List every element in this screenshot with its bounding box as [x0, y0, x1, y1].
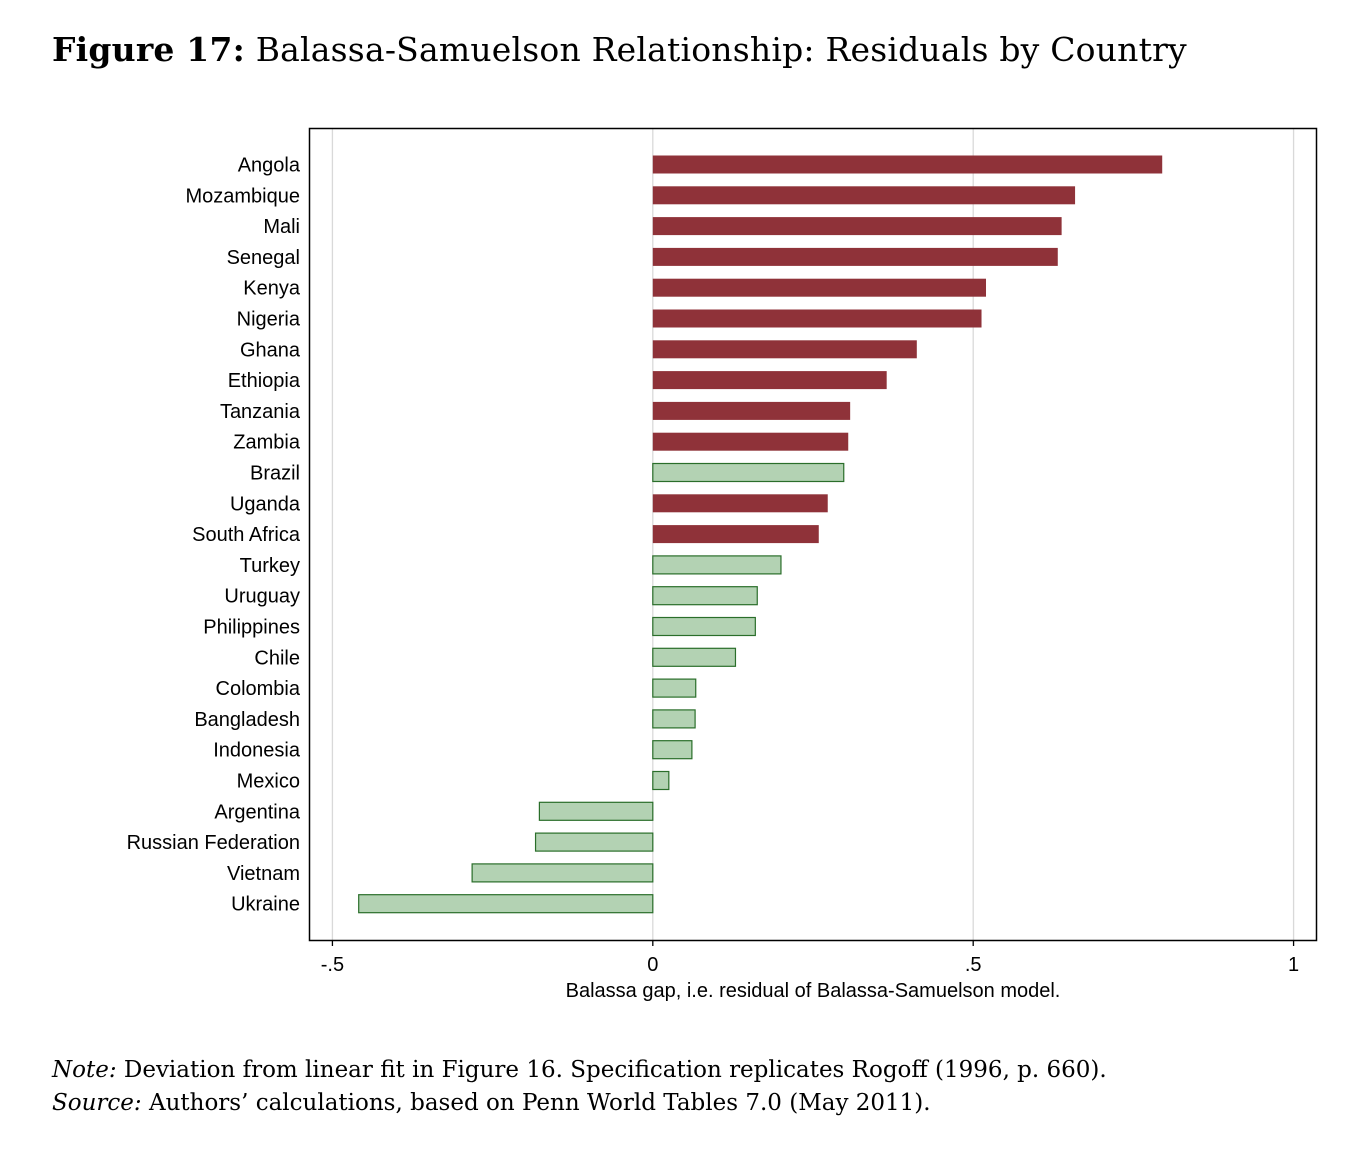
- category-label: South Africa: [192, 524, 301, 546]
- figure-title: Figure 17: Balassa-Samuelson Relationshi…: [52, 30, 1187, 69]
- bar-senegal: [652, 247, 1058, 266]
- bar-vietnam: [471, 863, 654, 883]
- category-label: Nigeria: [237, 309, 301, 331]
- bar-argentina: [538, 801, 654, 821]
- bar-turkey: [652, 555, 782, 575]
- bar-brazil: [652, 462, 845, 483]
- category-label: Tanzania: [220, 401, 301, 423]
- bars: [358, 155, 1163, 914]
- category-label: Ghana: [240, 339, 301, 361]
- source-label: Source:: [52, 1090, 142, 1116]
- bar-ghana: [652, 340, 917, 359]
- bar-kenya: [652, 278, 987, 297]
- bar-russian-federation: [534, 832, 654, 852]
- category-label: Mali: [263, 216, 300, 238]
- category-label: Bangladesh: [194, 709, 300, 731]
- category-label: Mexico: [237, 771, 300, 793]
- bar-bangladesh: [652, 709, 696, 729]
- category-label: Philippines: [203, 617, 300, 639]
- category-label: Uganda: [230, 493, 301, 515]
- category-label: Ethiopia: [228, 370, 301, 392]
- bar-mali: [652, 217, 1062, 236]
- category-label: Kenya: [243, 278, 301, 300]
- source: Source: Authors’ calculations, based on …: [52, 1090, 931, 1116]
- category-label: Angola: [238, 155, 301, 177]
- bar-philippines: [652, 616, 756, 637]
- bar-nigeria: [652, 309, 982, 328]
- figure-title-text: Balassa-Samuelson Relationship: Residual…: [255, 30, 1187, 69]
- bar-uruguay: [652, 586, 758, 606]
- bar-south-africa: [652, 525, 819, 544]
- bar-indonesia: [652, 740, 693, 760]
- category-label: Vietnam: [227, 863, 300, 885]
- category-label: Turkey: [240, 555, 300, 577]
- bar-chile: [652, 647, 737, 667]
- note-text: Deviation from linear fit in Figure 16. …: [123, 1057, 1107, 1083]
- note-label: Note:: [52, 1057, 117, 1083]
- x-tick-label: .5: [965, 954, 982, 976]
- bar-zambia: [652, 432, 849, 451]
- bar-ukraine: [358, 894, 654, 914]
- bar-angola: [652, 155, 1163, 174]
- category-label: Colombia: [216, 678, 301, 700]
- x-tick-label: 0: [647, 954, 658, 976]
- x-axis-title: Balassa gap, i.e. residual of Balassa-Sa…: [566, 980, 1061, 1002]
- x-axis: -.5 0 .5 1: [321, 940, 1299, 976]
- category-label: Uruguay: [224, 586, 300, 608]
- bar-mozambique: [652, 186, 1076, 205]
- bar-uganda: [652, 494, 828, 513]
- category-label: Argentina: [214, 801, 300, 823]
- category-label: Mozambique: [185, 185, 300, 207]
- bar-mexico: [652, 770, 670, 791]
- category-label: Indonesia: [213, 740, 301, 762]
- source-text: Authors’ calculations, based on Penn Wor…: [148, 1090, 931, 1116]
- category-label: Russian Federation: [127, 832, 300, 854]
- figure-label: Figure 17:: [52, 30, 246, 69]
- category-label: Senegal: [227, 247, 300, 269]
- category-label: Brazil: [250, 463, 300, 485]
- category-label: Zambia: [233, 432, 301, 454]
- x-tick-label: 1: [1288, 954, 1299, 976]
- note: Note: Deviation from linear fit in Figur…: [52, 1057, 1107, 1083]
- plot-frame: [308, 127, 1318, 942]
- category-label: Ukraine: [231, 894, 300, 916]
- category-label: Chile: [254, 647, 300, 669]
- y-axis-categories: Angola Mozambique Mali Senegal Kenya Nigeria G…: [127, 155, 301, 916]
- x-tick-label: -.5: [321, 954, 344, 976]
- bar-colombia: [652, 678, 697, 698]
- bar-tanzania: [652, 401, 851, 420]
- bar-ethiopia: [652, 371, 887, 390]
